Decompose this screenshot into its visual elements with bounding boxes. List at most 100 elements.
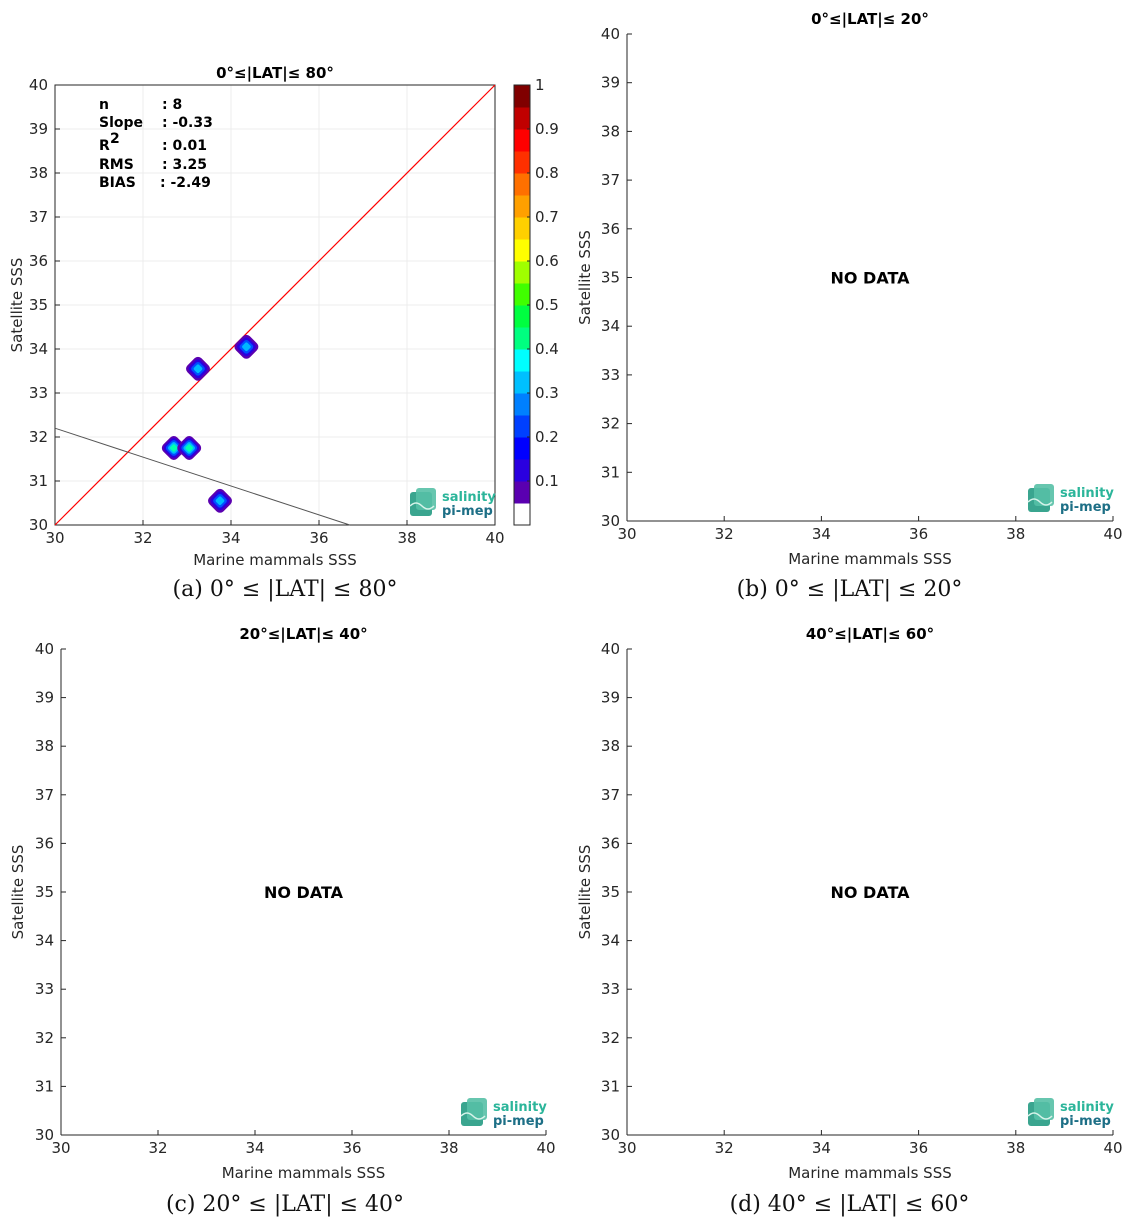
y-tick-label-a: 40 — [29, 76, 48, 94]
x-tick-label-c: 30 — [51, 1139, 70, 1157]
x-tick-label-b: 40 — [1103, 525, 1122, 543]
density-ring-a-0-3 — [193, 364, 203, 374]
colorbar-segment-12 — [514, 239, 530, 262]
chart-c: 20°≤|LAT|≤ 40° 30 32 34 36 38 40 30 31 32 33 34 35 36… — [9, 625, 556, 1182]
y-axis-label-c: Satellite SSS — [9, 845, 27, 940]
colorbar-segment-17 — [514, 129, 530, 152]
density-blob-a-1 — [234, 334, 259, 359]
stats-r2-superscript: 2 — [110, 131, 120, 147]
y-tick-label-a: 38 — [29, 164, 48, 182]
density-blob-a-4 — [208, 488, 232, 513]
logo-text-line2-d: pi-mep — [1060, 1114, 1111, 1129]
logo-wave-icon-a — [409, 502, 435, 510]
y-tick-label-c: 34 — [35, 932, 54, 950]
colorbar-tick-label-7: 0.8 — [535, 164, 559, 182]
y-tick-label-b: 38 — [601, 122, 620, 140]
y-tick-label-d: 39 — [601, 689, 620, 707]
y-tick-label-c: 37 — [35, 786, 54, 804]
y-tick-label-c: 38 — [35, 737, 54, 755]
colorbar-segment-2 — [514, 459, 530, 482]
y-tick-label-b: 40 — [601, 25, 620, 43]
y-tick-label-b: 32 — [601, 415, 620, 433]
density-blob-a-2 — [161, 436, 186, 460]
x-tick-label-d: 30 — [617, 1139, 636, 1157]
stats-bias-value: : -2.49 — [160, 175, 211, 191]
plot-title-d: 40°≤|LAT|≤ 60° — [806, 625, 934, 644]
caption-d: (d) 40° ≤ |LAT| ≤ 60° — [729, 1192, 970, 1217]
panel-b: 0°≤|LAT|≤ 20° 30 32 34 36 38 40 30 31 32 33 34 35 36 3… — [570, 0, 1129, 615]
y-tick-label-d: 31 — [601, 1077, 620, 1095]
y-tick-label-a: 30 — [29, 516, 48, 534]
x-tick-label-b: 30 — [617, 525, 636, 543]
x-axis-label-b: Marine mammals SSS — [788, 550, 952, 568]
x-axis-label-d: Marine mammals SSS — [788, 1164, 952, 1182]
caption-b: (b) 0° ≤ |LAT| ≤ 20° — [736, 577, 963, 602]
x-tick-label-a: 36 — [309, 529, 328, 547]
stats-bias-label: BIAS — [99, 175, 136, 191]
logo-text-line2-c: pi-mep — [493, 1114, 544, 1129]
caption-a: (a) 0° ≤ |LAT| ≤ 80° — [172, 577, 398, 602]
colorbar-segment-6 — [514, 371, 530, 394]
logo-text-line1-b: salinity — [1060, 486, 1114, 501]
x-tick-label-d: 34 — [812, 1139, 831, 1157]
density-ring-a-3-4 — [185, 444, 193, 452]
y-tick-label-b: 34 — [601, 317, 620, 335]
colorbar-segment-5 — [514, 393, 530, 416]
y-tick-label-a: 31 — [29, 472, 48, 490]
colorbar-segment-7 — [514, 349, 530, 372]
density-blob-a-0 — [186, 356, 210, 381]
colorbar-tick-label-3: 0.4 — [535, 340, 559, 358]
colorbar-segment-14 — [514, 195, 530, 218]
y-tick-label-c: 39 — [35, 689, 54, 707]
plot-title-c: 20°≤|LAT|≤ 40° — [239, 625, 367, 644]
y-tick-label-c: 32 — [35, 1029, 54, 1047]
logo-text-line2-b: pi-mep — [1060, 500, 1111, 515]
y-tick-label-b: 36 — [601, 220, 620, 238]
x-tick-label-d: 32 — [715, 1139, 734, 1157]
x-tick-label-d: 40 — [1103, 1139, 1122, 1157]
density-ring-a-2-4 — [170, 444, 178, 452]
identity-line-a — [54, 84, 496, 526]
colorbar-segment-11 — [514, 261, 530, 284]
y-tick-label-c: 35 — [35, 883, 54, 901]
y-tick-label-b: 35 — [601, 269, 620, 287]
x-tick-label-a: 38 — [397, 529, 416, 547]
colorbar-segment-10 — [514, 283, 530, 306]
y-tick-label-d: 38 — [601, 737, 620, 755]
chart-b: 0°≤|LAT|≤ 20° 30 32 34 36 38 40 30 31 32 33 34 35 36 3… — [576, 10, 1123, 568]
y-tick-label-d: 34 — [601, 932, 620, 950]
colorbar-segment-15 — [514, 173, 530, 196]
colorbar-segment-19 — [514, 85, 530, 108]
y-tick-label-b: 30 — [601, 512, 620, 530]
y-tick-label-a: 37 — [29, 208, 48, 226]
regression-line-a — [54, 427, 350, 526]
colorbar-segment-0 — [514, 503, 530, 526]
logo-wave-icon-b — [1027, 498, 1053, 506]
y-axis-label-b: Satellite SSS — [576, 230, 594, 325]
x-axis-label-c: Marine mammals SSS — [222, 1164, 386, 1182]
y-tick-label-c: 33 — [35, 980, 54, 998]
chart-d: 40°≤|LAT|≤ 60° 30 32 34 36 38 40 30 31 32 33 34 35 36… — [576, 625, 1123, 1182]
colorbar-tick-label-6: 0.7 — [535, 208, 559, 226]
y-tick-label-c: 40 — [35, 640, 54, 658]
caption-c: (c) 20° ≤ |LAT| ≤ 40° — [165, 1192, 405, 1217]
x-tick-label-d: 38 — [1006, 1139, 1025, 1157]
y-tick-label-d: 30 — [601, 1126, 620, 1144]
y-tick-label-a: 34 — [29, 340, 48, 358]
density-blob-a-3 — [177, 436, 202, 460]
colorbar-tick-label-0: 0.1 — [535, 472, 559, 490]
x-tick-label-b: 34 — [812, 525, 831, 543]
y-tick-label-a: 36 — [29, 252, 48, 270]
plot-title-b: 0°≤|LAT|≤ 20° — [811, 10, 929, 29]
x-tick-label-b: 38 — [1006, 525, 1025, 543]
x-tick-label-a: 34 — [221, 529, 240, 547]
no-data-label-c: NO DATA — [264, 883, 344, 902]
logo-wave-icon-d — [1027, 1112, 1053, 1120]
y-tick-label-d: 32 — [601, 1029, 620, 1047]
colorbar-tick-label-9: 1 — [535, 76, 545, 94]
stats-rms-label: RMS — [99, 157, 134, 173]
colorbar-segment-3 — [514, 437, 530, 460]
y-axis-label-d: Satellite SSS — [576, 845, 594, 940]
